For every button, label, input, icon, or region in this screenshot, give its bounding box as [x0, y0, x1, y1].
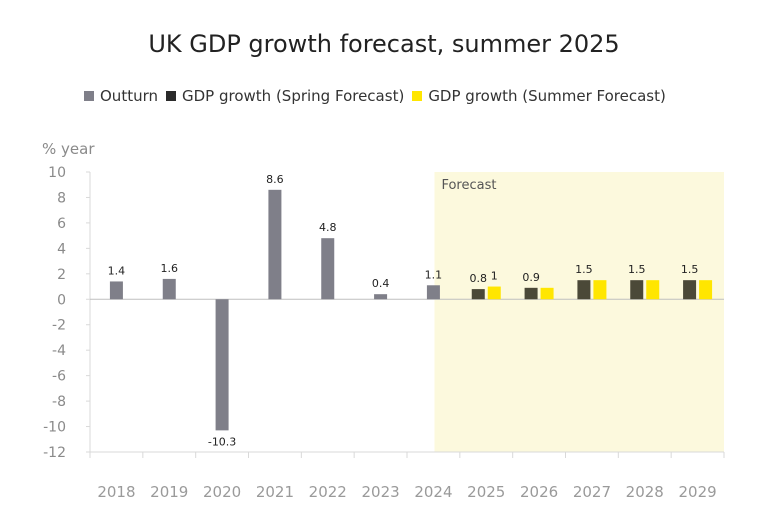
legend-label-spring: GDP growth (Spring Forecast) — [182, 87, 405, 105]
data-label: 1 — [491, 270, 498, 283]
bar-gdp-growth-summer-forecast-2028 — [646, 280, 660, 300]
legend-label-summer: GDP growth (Summer Forecast) — [428, 87, 666, 105]
bar-gdp-growth-summer-forecast-2029 — [699, 280, 713, 300]
bar-gdp-growth-summer-forecast-2027 — [593, 280, 607, 300]
bar-gdp-growth-spring-forecast-2029 — [683, 280, 697, 300]
forecast-band — [434, 172, 724, 452]
data-label: 8.6 — [266, 173, 284, 186]
legend-label-outturn: Outturn — [100, 87, 158, 105]
y-tick-label: -6 — [52, 369, 66, 385]
data-label: 1.4 — [108, 264, 126, 277]
x-tick-label: 2025 — [467, 483, 505, 501]
legend-item-spring: GDP growth (Spring Forecast) — [166, 87, 404, 105]
legend-item-summer: GDP growth (Summer Forecast) — [412, 87, 666, 105]
x-tick-label: 2022 — [309, 483, 347, 501]
forecast-label: Forecast — [441, 178, 496, 193]
y-tick-label: 4 — [57, 241, 66, 257]
y-tick-label: 8 — [57, 190, 66, 206]
y-tick-label: -4 — [52, 343, 66, 359]
x-tick-label: 2028 — [626, 483, 664, 501]
x-tick-label: 2029 — [678, 483, 716, 501]
data-label: 1.5 — [681, 263, 699, 276]
bar-outturn-2024 — [426, 285, 440, 300]
bar-outturn-2020 — [215, 299, 229, 431]
legend-swatch-outturn — [84, 91, 94, 101]
bar-gdp-growth-spring-forecast-2026 — [524, 287, 538, 300]
y-tick-label: -8 — [52, 394, 66, 410]
y-tick-label: -12 — [43, 445, 66, 461]
bar-gdp-growth-summer-forecast-2026 — [540, 287, 554, 300]
x-tick-label: 2027 — [573, 483, 611, 501]
x-tick-label: 2018 — [97, 483, 135, 501]
x-tick-label: 2026 — [520, 483, 558, 501]
data-label: 0.8 — [470, 272, 488, 285]
x-tick-label: 2019 — [150, 483, 188, 501]
y-tick-label: 2 — [57, 267, 66, 283]
bar-outturn-2023 — [374, 294, 388, 300]
y-tick-label: 6 — [57, 216, 66, 232]
data-label: 0.4 — [372, 277, 390, 290]
legend-item-outturn: Outturn — [84, 87, 158, 105]
data-label: 0.9 — [522, 271, 540, 284]
x-tick-label: 2024 — [414, 483, 452, 501]
bar-gdp-growth-spring-forecast-2025 — [471, 289, 485, 300]
y-tick-label: -10 — [43, 420, 66, 436]
data-label: 1.5 — [575, 263, 593, 276]
data-label: 1.1 — [425, 268, 443, 281]
chart-title: UK GDP growth forecast, summer 2025 — [148, 30, 620, 58]
bar-gdp-growth-spring-forecast-2028 — [630, 280, 644, 300]
bar-gdp-growth-summer-forecast-2025 — [487, 286, 501, 300]
y-tick-label: -2 — [52, 318, 66, 334]
x-tick-label: 2023 — [361, 483, 399, 501]
x-tick-label: 2020 — [203, 483, 241, 501]
legend-swatch-spring — [166, 91, 176, 101]
bar-gdp-growth-spring-forecast-2027 — [577, 280, 591, 300]
data-label: 1.6 — [161, 262, 179, 275]
data-label: 1.5 — [628, 263, 646, 276]
y-tick-label: 10 — [48, 165, 66, 181]
legend: Outturn GDP growth (Spring Forecast) GDP… — [84, 86, 674, 106]
bar-outturn-2021 — [268, 189, 282, 300]
data-label: 4.8 — [319, 221, 337, 234]
y-axis-label: % year — [42, 140, 95, 158]
legend-swatch-summer — [412, 91, 423, 101]
x-tick-label: 2021 — [256, 483, 294, 501]
bar-outturn-2019 — [162, 278, 176, 300]
bar-outturn-2022 — [321, 238, 335, 300]
y-tick-label: 0 — [57, 292, 66, 308]
data-label: -10.3 — [208, 435, 236, 448]
bar-outturn-2018 — [109, 281, 123, 300]
